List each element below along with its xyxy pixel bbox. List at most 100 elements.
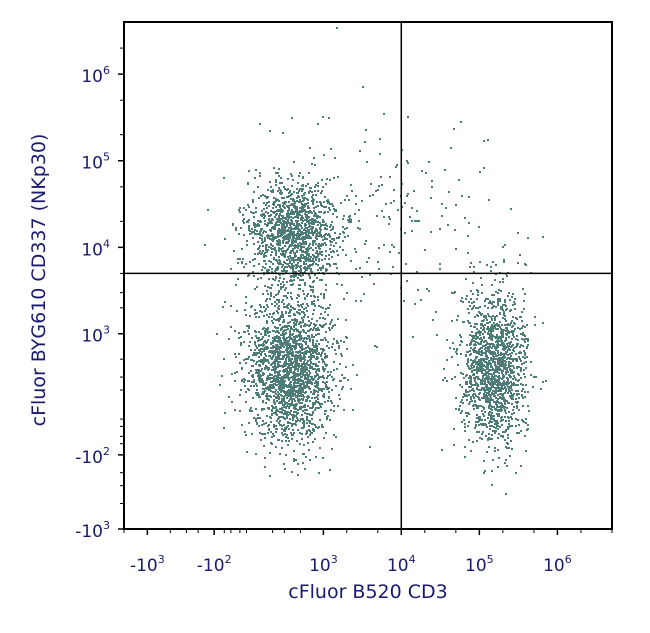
data-point [510,346,512,348]
data-point [259,245,261,247]
data-point [259,432,261,434]
data-point [297,231,299,233]
data-point [265,247,267,249]
data-point [295,259,297,261]
data-point [488,394,490,396]
data-point [513,347,515,349]
data-point [483,337,485,339]
data-point [489,398,491,400]
data-point [499,377,501,379]
data-point [342,249,344,251]
data-point [300,393,302,395]
data-point [251,365,253,367]
data-point [494,316,496,318]
data-point [284,411,286,413]
data-point [277,364,279,366]
data-point [461,341,463,343]
data-point [312,411,314,413]
data-point [292,419,294,421]
data-point [474,393,476,395]
data-point [286,326,288,328]
data-point [494,432,496,434]
data-point [260,214,262,216]
data-point [497,352,499,354]
data-point [267,378,269,380]
data-point [521,327,523,329]
data-point [251,381,253,383]
data-point [293,237,295,239]
data-point [241,424,243,426]
data-point [490,384,492,386]
data-point [302,197,304,199]
data-point [279,401,281,403]
data-point [292,250,294,252]
data-point [271,233,273,235]
data-point [259,304,261,306]
data-point [473,369,475,371]
data-point [296,297,298,299]
data-point [265,328,267,330]
data-point [285,440,287,442]
data-point [315,334,317,336]
data-point [302,321,304,323]
data-point [320,354,322,356]
data-point [240,227,242,229]
data-point [330,251,332,253]
data-point [252,376,254,378]
data-point [303,206,305,208]
data-point [511,383,513,385]
data-point [499,393,501,395]
data-point [252,397,254,399]
data-point [518,432,520,434]
data-point [476,440,478,442]
data-point [466,415,468,417]
data-point [324,318,326,320]
data-point [485,401,487,403]
data-point [307,351,309,353]
data-point [479,334,481,336]
data-point [457,315,459,317]
data-point [545,380,547,382]
data-point [475,334,477,336]
data-point [298,201,300,203]
data-point [489,402,491,404]
data-point [273,296,275,298]
data-point [286,305,288,307]
data-point [309,379,311,381]
data-point [277,347,279,349]
data-point [477,294,479,296]
data-point [261,408,263,410]
data-point [290,279,292,281]
data-point [274,338,276,340]
data-point [300,201,302,203]
data-point [309,365,311,367]
data-point [311,191,313,193]
data-point [467,365,469,367]
data-point [279,420,281,422]
data-point [511,403,513,405]
data-point [311,367,313,369]
data-point [478,416,480,418]
data-point [499,384,501,386]
data-point [248,422,250,424]
data-point [497,359,499,361]
data-point [329,248,331,250]
data-point [276,360,278,362]
data-point [406,195,408,197]
data-point [481,397,483,399]
data-point [317,190,319,192]
data-point [483,389,485,391]
data-point [517,339,519,341]
data-point [274,370,276,372]
data-point [247,380,249,382]
data-point [312,254,314,256]
data-point [278,338,280,340]
data-point [336,368,338,370]
data-point [281,428,283,430]
data-point [260,361,262,363]
data-point [316,320,318,322]
data-point [504,439,506,441]
data-point [277,391,279,393]
data-point [293,336,295,338]
data-point [334,324,336,326]
